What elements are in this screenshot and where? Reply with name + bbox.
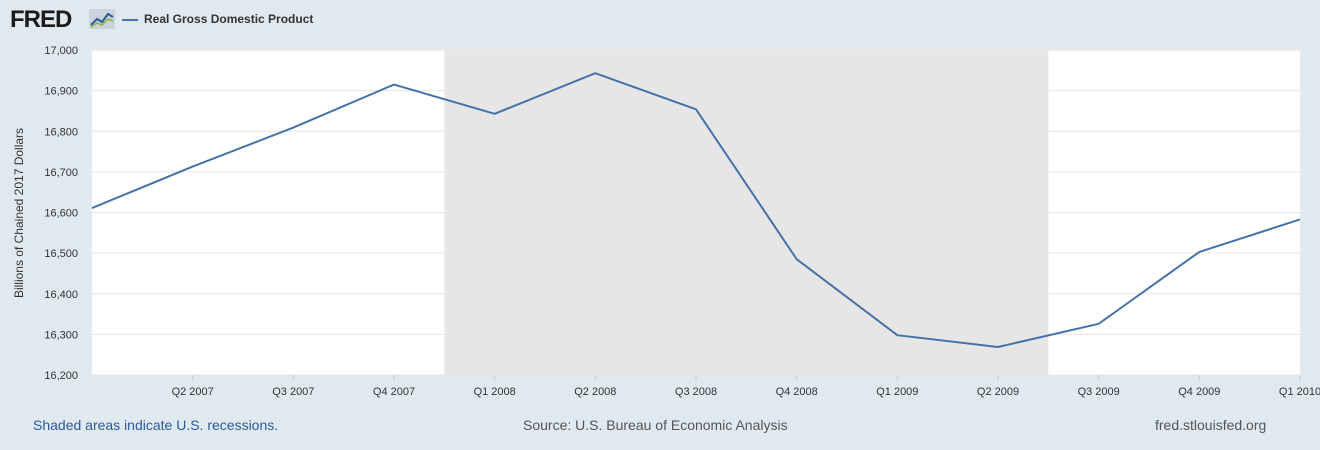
x-tick-label: Q4 2007	[373, 386, 415, 398]
y-tick-label: 16,900	[44, 86, 78, 98]
data-point[interactable]	[589, 67, 601, 79]
y-tick-label: 16,200	[44, 370, 78, 382]
trend-graph-icon	[89, 9, 115, 29]
y-tick-label: 16,700	[44, 167, 78, 179]
data-point[interactable]	[992, 341, 1004, 353]
y-tick-label: 16,800	[44, 126, 78, 138]
data-point[interactable]	[1093, 318, 1105, 330]
y-axis-ticks: 16,200 16,300 16,400 16,500 16,600 16,700 16,8…	[44, 45, 78, 382]
data-point[interactable]	[86, 202, 98, 214]
x-tick-label: Q1 2009	[876, 386, 918, 398]
legend-swatch	[122, 19, 138, 21]
y-axis-label: Billions of Chained 2017 Dollars	[12, 128, 26, 298]
data-point[interactable]	[1294, 213, 1306, 225]
data-point[interactable]	[690, 103, 702, 115]
data-point[interactable]	[891, 329, 903, 341]
data-point[interactable]	[388, 79, 400, 91]
fred-logo[interactable]: FRED	[10, 6, 72, 33]
x-tick-label: Q3 2009	[1078, 386, 1120, 398]
data-point[interactable]	[287, 122, 299, 134]
y-tick-label: 16,500	[44, 248, 78, 260]
y-tick-label: 16,600	[44, 208, 78, 220]
x-tick-label: Q1 2008	[474, 386, 516, 398]
data-point[interactable]	[489, 108, 501, 120]
data-point[interactable]	[1193, 246, 1205, 258]
series-line[interactable]	[91, 72, 1301, 348]
source-credit: Source: U.S. Bureau of Economic Analysis	[523, 417, 788, 433]
x-tick-label: Q3 2008	[675, 386, 717, 398]
legend-series-label: Real Gross Domestic Product	[144, 12, 314, 26]
x-tick-label: Q1 2010	[1279, 386, 1320, 398]
data-point[interactable]	[791, 253, 803, 265]
x-tick-label: Q2 2007	[172, 386, 214, 398]
series	[86, 67, 1306, 353]
y-tick-label: 16,300	[44, 329, 78, 341]
x-tick-label: Q4 2008	[776, 386, 818, 398]
chart-header: FRED Real Gross Domestic Product	[0, 0, 1320, 40]
x-tick-label: Q4 2009	[1178, 386, 1220, 398]
y-tick-label: 17,000	[44, 45, 78, 57]
x-tick-label: Q2 2009	[977, 386, 1019, 398]
site-credit: fred.stlouisfed.org	[1155, 417, 1267, 433]
data-point[interactable]	[187, 161, 199, 173]
x-tick-label: Q2 2008	[574, 386, 616, 398]
x-tick-label: Q3 2007	[272, 386, 314, 398]
x-axis-ticks: Q2 2007 Q3 2007 Q4 2007 Q1 2008 Q2 2008 Q3 20…	[172, 375, 1320, 398]
recession-note-link[interactable]: Shaded areas indicate U.S. recessions.	[33, 417, 279, 433]
y-tick-label: 16,400	[44, 289, 78, 301]
